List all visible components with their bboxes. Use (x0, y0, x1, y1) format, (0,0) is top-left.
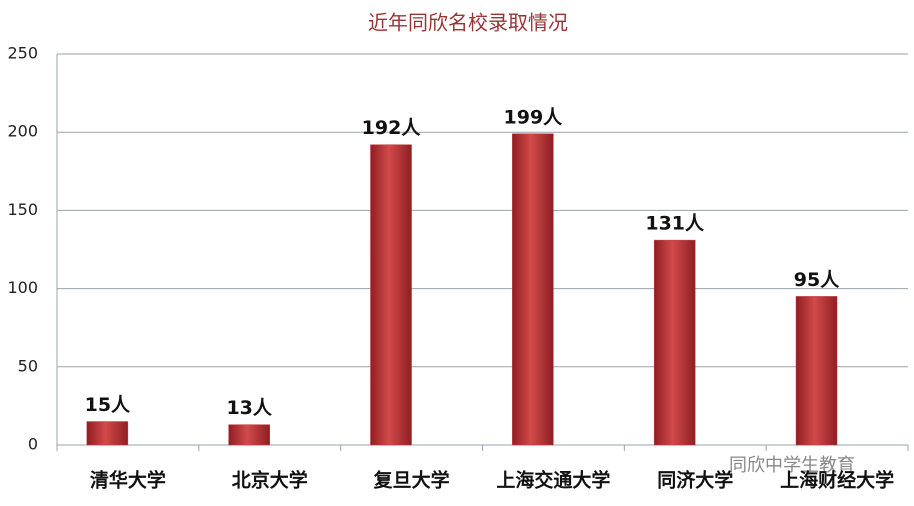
bar (370, 144, 412, 446)
x-tick-label: 北京大学 (232, 469, 308, 492)
bar (512, 133, 554, 446)
value-label: 199人 (504, 106, 564, 128)
value-label: 95人 (794, 269, 840, 291)
x-tick-label: 同济大学 (657, 469, 733, 492)
x-tick-label: 复旦大学 (373, 469, 450, 492)
x-tick-label: 上海财经大学 (780, 469, 894, 492)
value-label: 15人 (85, 394, 131, 416)
y-tick-label: 200 (7, 122, 38, 141)
bar (86, 421, 129, 446)
value-label: 13人 (226, 397, 272, 419)
value-label: 192人 (362, 117, 422, 139)
y-tick-label: 100 (7, 278, 38, 297)
y-tick-label: 0 (28, 435, 38, 454)
chart-title: 近年同欣名校录取情况 (368, 11, 568, 35)
value-label: 131人 (645, 213, 705, 235)
x-tick-label: 上海交通大学 (496, 469, 610, 492)
bar (228, 424, 270, 446)
bar (795, 296, 838, 446)
y-tick-label: 250 (7, 44, 38, 63)
watermark: 同欣中学生教育 (729, 455, 855, 476)
bar (653, 239, 696, 446)
y-tick-label: 50 (18, 356, 38, 375)
y-tick-label: 150 (7, 200, 38, 219)
x-tick-label: 清华大学 (90, 469, 166, 492)
